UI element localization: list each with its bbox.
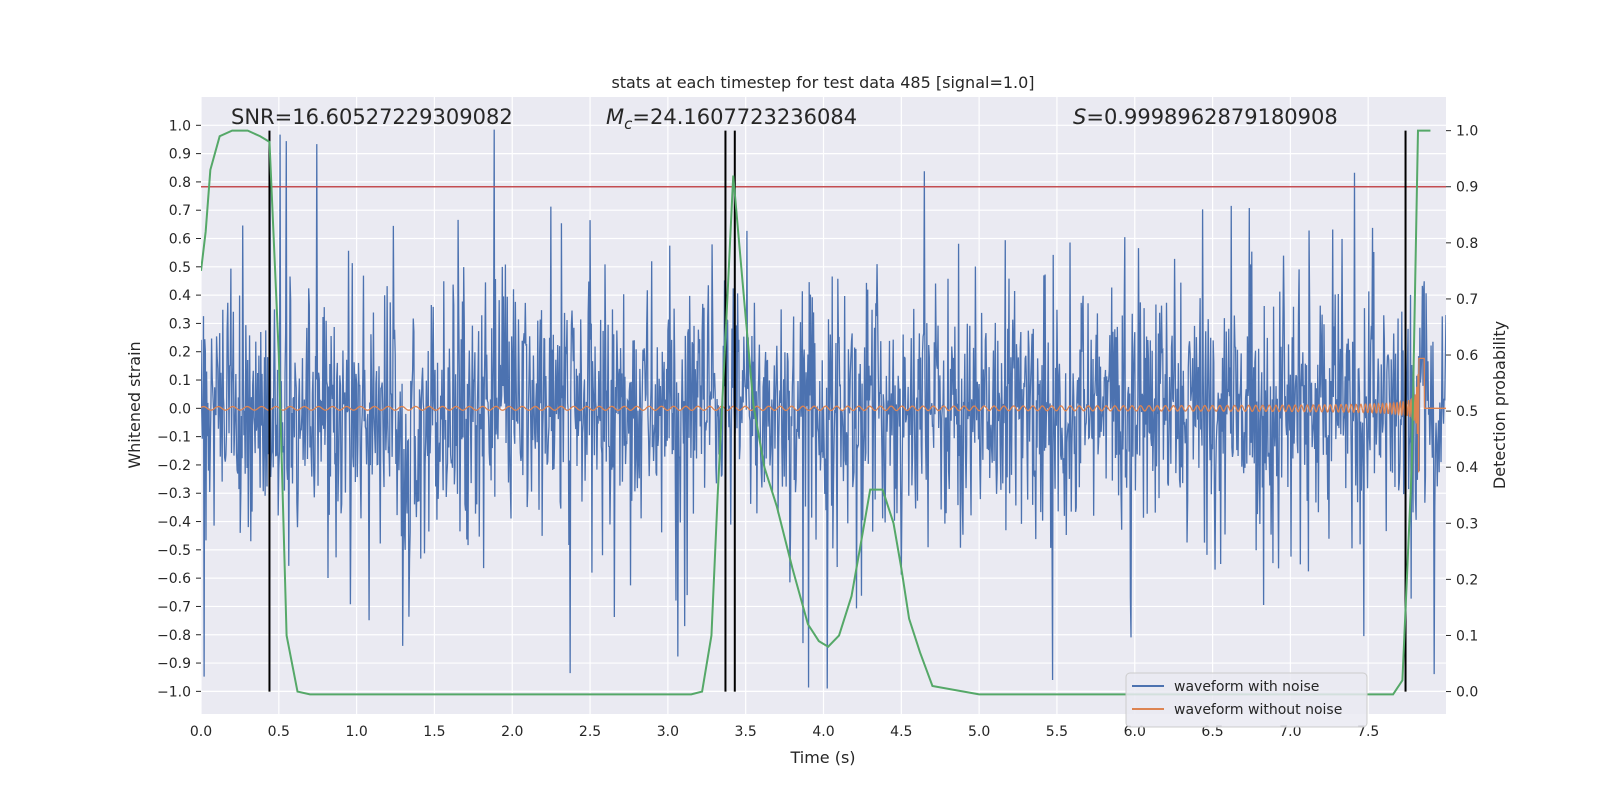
legend-noise-label: waveform with noise <box>1174 679 1319 695</box>
y2-tick-label: 0.5 <box>1456 404 1478 420</box>
score-symbol: S <box>1073 105 1086 129</box>
y-tick-label: −0.9 <box>157 656 191 672</box>
x-axis-ticks: 0.0 0.5 1.0 1.5 2.0 2.5 3.0 3.5 4.0 4.5 5.0 5.5 6.0 6… <box>190 724 1379 740</box>
y-tick-label: −0.5 <box>157 543 191 559</box>
y-tick-label: 0.2 <box>169 345 191 361</box>
y2-axis-label: Detection probability <box>1490 321 1509 489</box>
clean-waveform-line <box>201 357 1446 473</box>
x-tick-label: 3.5 <box>735 724 757 740</box>
score-annotation: S=0.9998962879180908 <box>1073 105 1338 129</box>
y-tick-label: −0.6 <box>157 571 191 587</box>
x-tick-label: 0.0 <box>190 724 212 740</box>
y2-axis-ticks: 1.0 0.9 0.8 0.7 0.6 0.5 0.4 0.3 0.2 0.1 0.0 <box>1446 124 1478 701</box>
chirp-mass-symbol: M <box>606 105 624 129</box>
y-tick-label: −0.8 <box>157 628 191 644</box>
legend-box <box>1125 672 1368 728</box>
y2-tick-label: 1.0 <box>1456 124 1478 140</box>
y-axis-ticks: 1.0 0.9 0.8 0.7 0.6 0.5 0.4 0.3 0.2 0.1 0.0 −0.1 −0.… <box>157 118 201 700</box>
y-tick-label: 1.0 <box>169 118 191 134</box>
x-tick-label: 7.0 <box>1279 724 1301 740</box>
y2-tick-label: 0.1 <box>1456 628 1478 644</box>
snr-annotation: SNR=16.60527229309082 <box>231 105 513 129</box>
x-tick-label: 5.5 <box>1046 724 1068 740</box>
y-tick-label: −0.7 <box>157 599 191 615</box>
legend-signal-label: waveform without noise <box>1174 702 1342 718</box>
y2-tick-label: 0.7 <box>1456 292 1478 308</box>
y-tick-label: 0.7 <box>169 203 191 219</box>
x-tick-label: 1.5 <box>423 724 445 740</box>
x-tick-label: 6.0 <box>1124 724 1146 740</box>
y-tick-label: −0.3 <box>157 486 191 502</box>
x-tick-label: 7.5 <box>1357 724 1379 740</box>
y-axis-label: Whitened strain <box>125 341 144 468</box>
x-tick-label: 3.0 <box>657 724 679 740</box>
y-tick-label: −0.1 <box>157 430 191 446</box>
score-value: =0.9998962879180908 <box>1086 105 1337 129</box>
y-tick-label: −0.2 <box>157 458 191 474</box>
y-tick-label: 0.9 <box>169 147 191 163</box>
x-axis-label: Time (s) <box>789 748 855 767</box>
detection-probability-line <box>201 129 1431 696</box>
chirp-mass-value: =24.1607723236084 <box>632 105 857 129</box>
y-tick-label: 0.5 <box>169 260 191 276</box>
y-tick-label: 0.3 <box>169 316 191 332</box>
y-tick-label: 0.6 <box>169 232 191 248</box>
y2-tick-label: 0.9 <box>1456 180 1478 196</box>
legend: waveform with noise waveform without noi… <box>1125 672 1368 728</box>
y-tick-label: 0.8 <box>169 175 191 191</box>
y-tick-label: 0.1 <box>169 373 191 389</box>
y-tick-label: −0.4 <box>157 515 191 531</box>
y2-tick-label: 0.8 <box>1456 236 1478 252</box>
y2-tick-label: 0.0 <box>1456 685 1478 701</box>
y2-tick-label: 0.3 <box>1456 516 1478 532</box>
y2-tick-label: 0.4 <box>1456 460 1478 476</box>
chirp-mass-subscript: c <box>624 115 633 133</box>
y-tick-label: 0.4 <box>169 288 191 304</box>
y2-tick-label: 0.6 <box>1456 348 1478 364</box>
chirp-mass-annotation: Mc=24.1607723236084 <box>606 105 857 133</box>
y-tick-label: 0.0 <box>169 401 191 417</box>
chart-title: stats at each timestep for test data 485… <box>611 73 1034 92</box>
y2-tick-label: 0.2 <box>1456 572 1478 588</box>
x-tick-label: 5.0 <box>968 724 990 740</box>
x-tick-label: 2.5 <box>579 724 601 740</box>
y-tick-label: −1.0 <box>157 684 191 700</box>
x-tick-label: 6.5 <box>1201 724 1223 740</box>
x-tick-label: 4.5 <box>890 724 912 740</box>
x-tick-label: 4.0 <box>812 724 834 740</box>
grid-lines <box>200 97 1446 714</box>
x-tick-label: 1.0 <box>345 724 367 740</box>
x-tick-label: 0.5 <box>268 724 290 740</box>
x-tick-label: 2.0 <box>501 724 523 740</box>
